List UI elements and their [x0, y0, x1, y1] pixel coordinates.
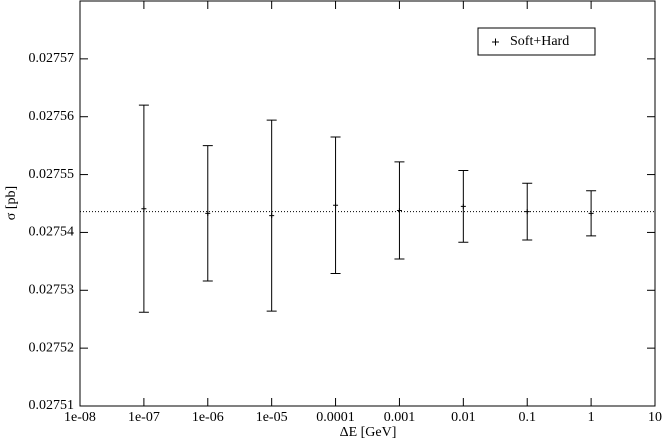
x-tick-label: 0.1	[518, 410, 536, 425]
legend-box	[477, 27, 596, 56]
y-axis-label: σ [pb]	[4, 186, 19, 220]
point	[588, 210, 594, 216]
point	[396, 207, 402, 213]
y-tick-label: 0.02755	[29, 167, 75, 182]
x-axis-label: ΔE [GeV]	[340, 425, 397, 440]
plot-frame	[79, 0, 656, 407]
x-tick-label: 1e-05	[256, 410, 288, 425]
y-tick-label: 0.02752	[29, 340, 75, 355]
x-tick-label: 1	[588, 410, 595, 425]
point	[524, 209, 530, 215]
x-tick-label: 1e-07	[128, 410, 160, 425]
point	[205, 210, 211, 216]
point	[141, 206, 147, 212]
legend-label: Soft+Hard	[510, 34, 569, 49]
x-tick-label: 1e-06	[192, 410, 224, 425]
y-tick-label: 0.02753	[29, 283, 75, 298]
point	[333, 202, 339, 208]
y-tick-label: 0.02751	[29, 398, 75, 413]
point	[269, 213, 275, 219]
y-tick-label: 0.02756	[29, 109, 75, 124]
point	[460, 203, 466, 209]
x-tick-label: 0.0001	[316, 410, 355, 425]
y-tick-label: 0.02757	[29, 51, 75, 66]
y-tick-label: 0.02754	[29, 225, 75, 240]
x-tick-label: 1e-08	[64, 410, 96, 425]
x-tick-label: 10	[648, 410, 662, 425]
x-tick-label: 0.01	[451, 410, 476, 425]
x-tick-label: 0.001	[384, 410, 416, 425]
legend-marker	[492, 38, 499, 46]
